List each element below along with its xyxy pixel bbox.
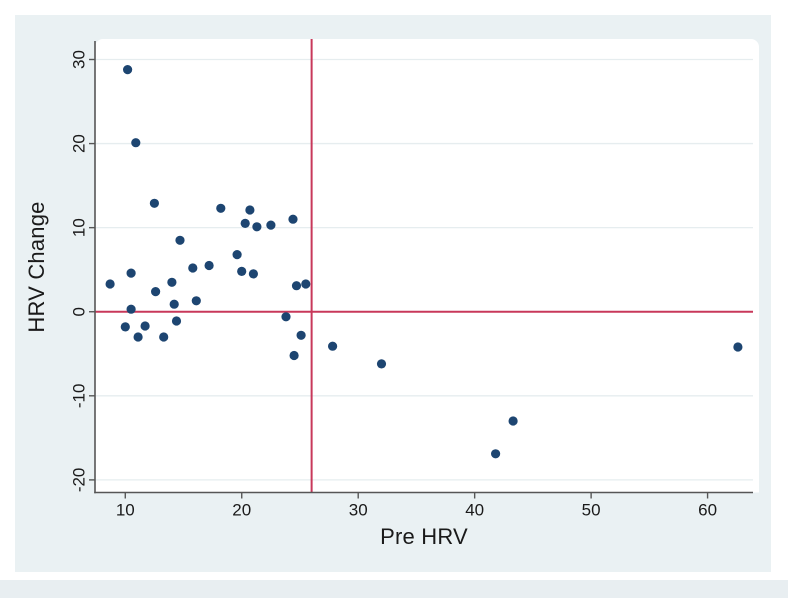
x-tick-label-30: 30 [349, 501, 368, 520]
data-point [328, 341, 338, 351]
data-point [281, 312, 291, 322]
data-point [240, 218, 250, 228]
plot-region-corner-fill [95, 482, 759, 493]
plot-region [95, 39, 759, 493]
x-tick-label-40: 40 [465, 501, 484, 520]
data-point [296, 330, 306, 340]
data-point [140, 321, 150, 331]
data-point [491, 449, 501, 459]
data-point [126, 304, 136, 314]
data-point [288, 214, 298, 224]
x-axis-title: Pre HRV [380, 524, 468, 549]
data-point [204, 260, 214, 271]
data-point [126, 268, 136, 278]
bottom-strip [0, 580, 788, 598]
reference-line-layer [95, 39, 753, 493]
y-axis-title: HRV Change [24, 201, 49, 333]
data-point [133, 332, 143, 342]
chart-background-layer [0, 15, 788, 598]
data-point [171, 316, 182, 326]
data-point [149, 198, 159, 208]
x-tick-label-60: 60 [698, 501, 717, 520]
data-point [131, 138, 141, 148]
y-tick-label-10: 10 [70, 218, 89, 237]
data-point [191, 296, 201, 306]
data-point [289, 350, 299, 361]
data-point [237, 266, 247, 276]
y-tick-label-0: 0 [70, 307, 89, 316]
y-tick-label--10: -10 [70, 384, 89, 409]
data-point [266, 220, 276, 230]
data-point [216, 203, 226, 213]
data-point [252, 222, 262, 232]
data-point [376, 359, 387, 369]
data-point [169, 299, 179, 309]
y-tick-label-30: 30 [70, 50, 89, 69]
data-point [248, 269, 258, 279]
x-tick-label-50: 50 [582, 501, 601, 520]
data-point [175, 235, 185, 245]
data-point [105, 279, 115, 289]
data-point [733, 342, 743, 352]
axis-layer [89, 41, 753, 499]
data-point [120, 322, 130, 332]
data-point [232, 250, 242, 260]
data-point [291, 281, 302, 291]
tick-label-layer: 10 20 30 40 50 60 -20 -10 0 10 20 30 [70, 50, 718, 519]
data-point [159, 332, 169, 342]
y-tick-label--20: -20 [70, 468, 89, 493]
data-point [123, 65, 133, 75]
x-tick-label-10: 10 [116, 501, 135, 520]
data-point [301, 279, 311, 289]
data-point [151, 287, 161, 297]
data-point [167, 277, 177, 287]
data-point [245, 205, 255, 215]
y-tick-label-20: 20 [70, 134, 89, 153]
data-point [188, 263, 198, 273]
data-point [508, 416, 518, 426]
scatter-point-layer [105, 65, 743, 459]
x-tick-label-20: 20 [232, 501, 251, 520]
